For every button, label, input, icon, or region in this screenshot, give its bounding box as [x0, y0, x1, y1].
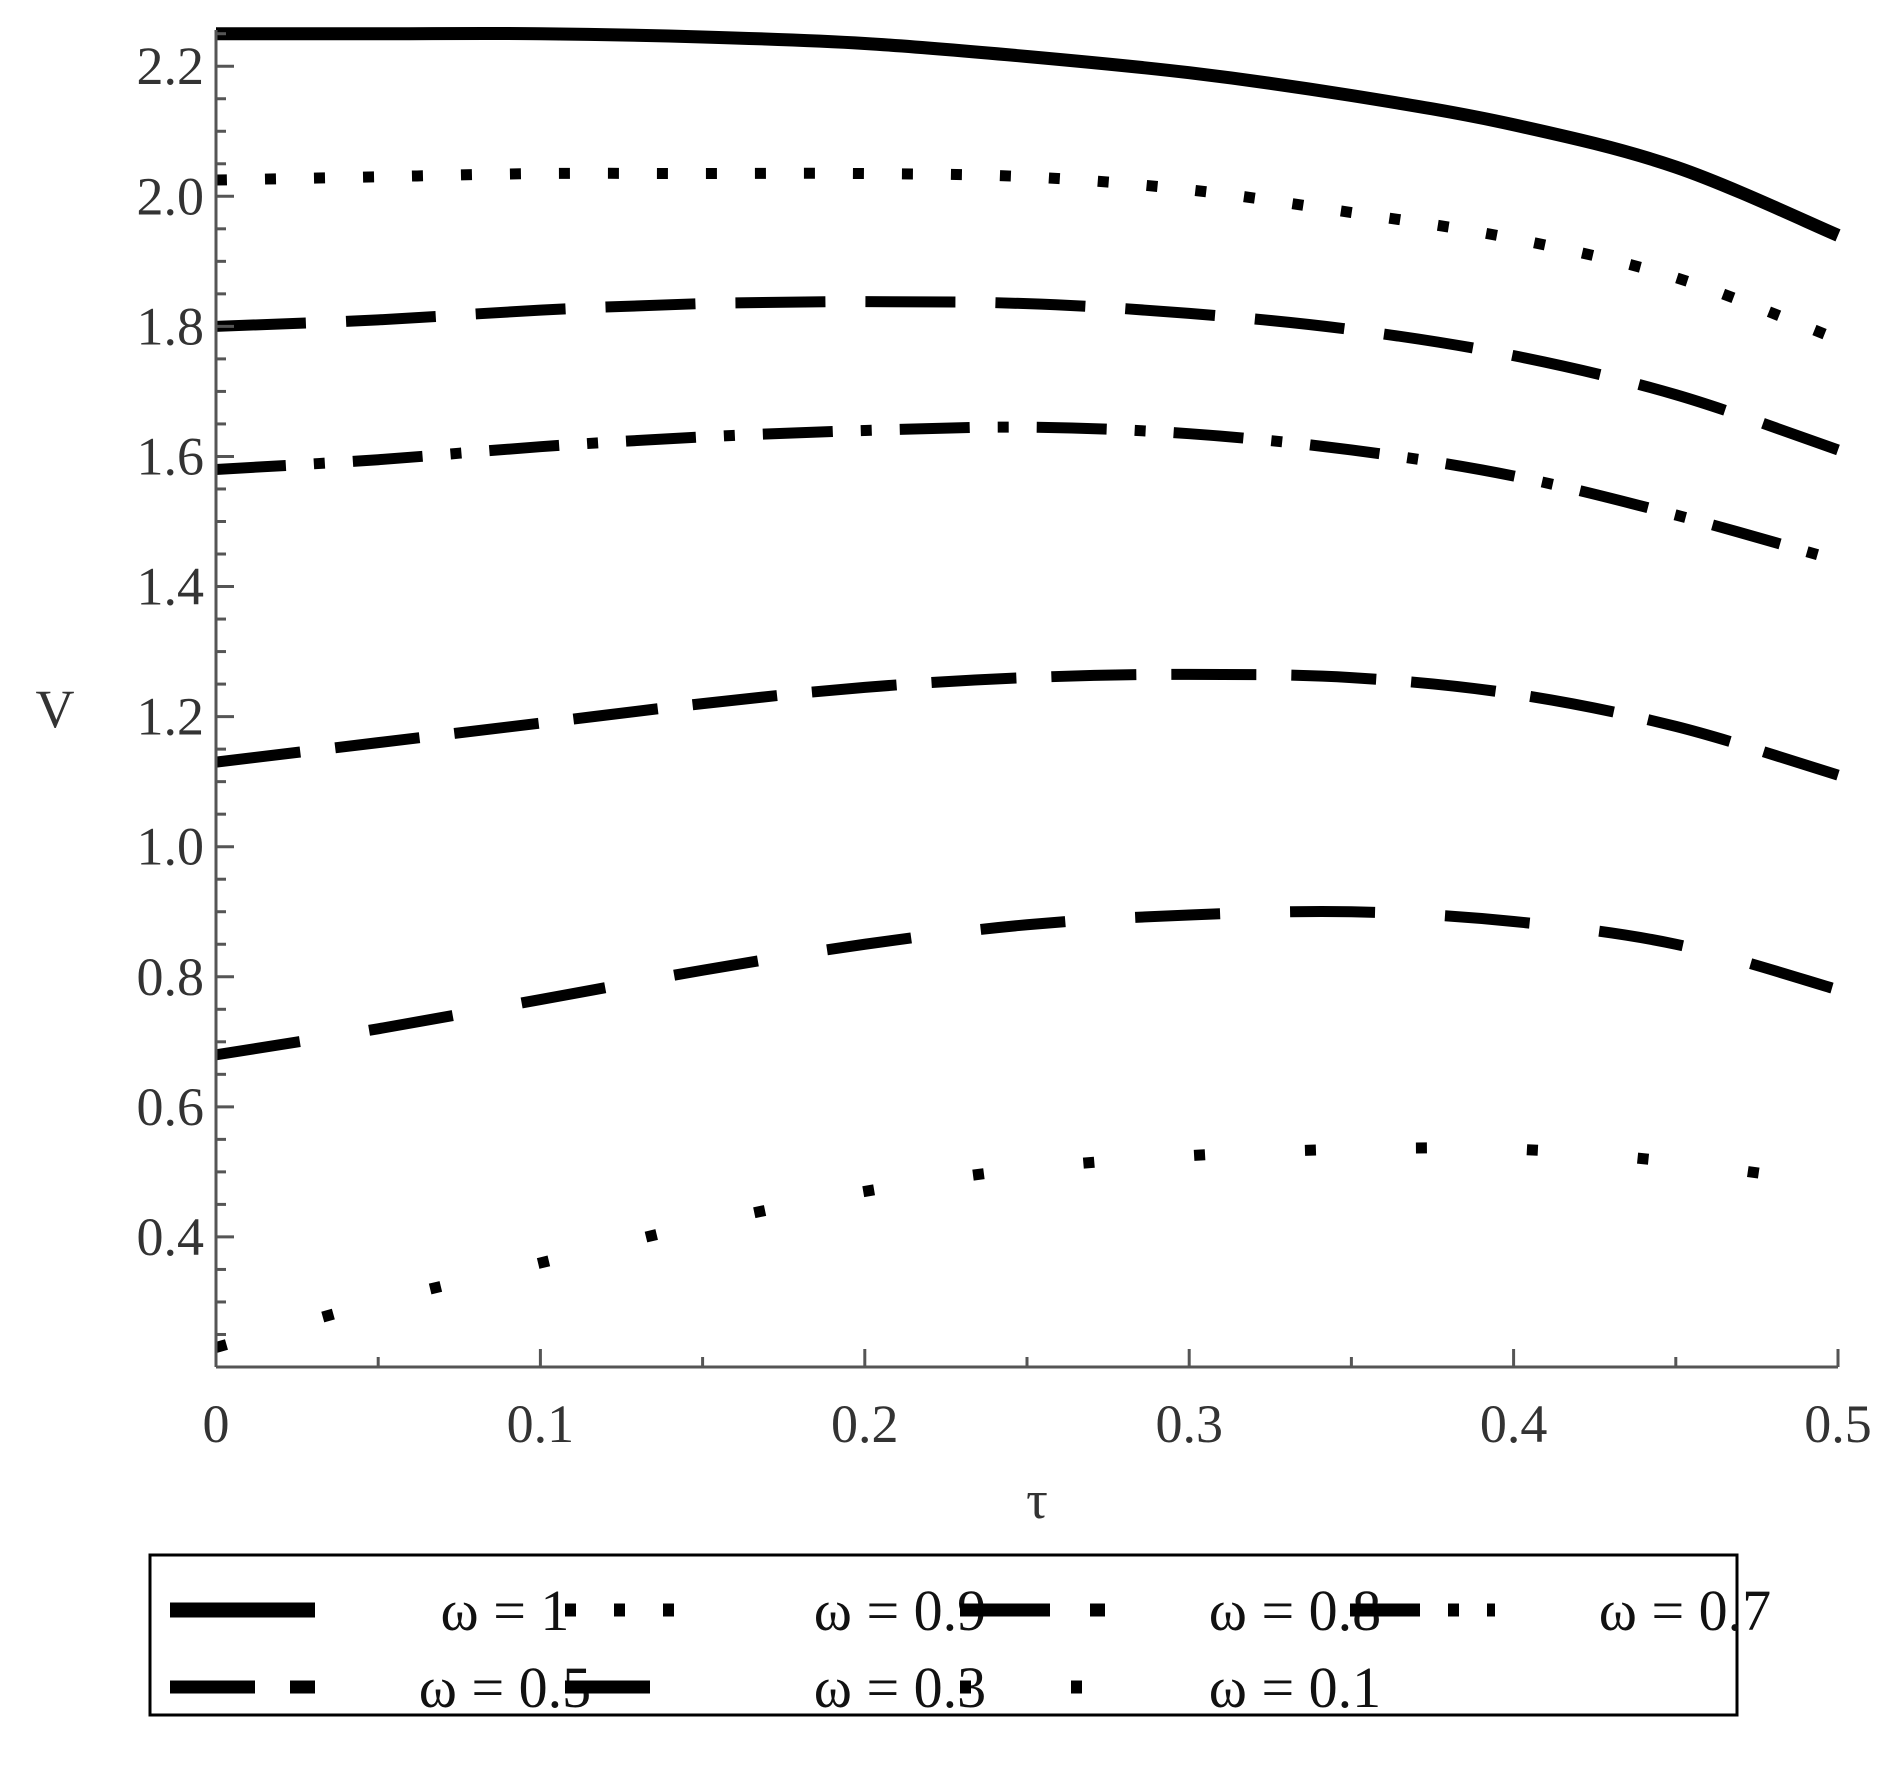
x-tick-label: 0.3 [1155, 1394, 1223, 1454]
y-tick-label: 1.2 [137, 687, 205, 747]
y-tick-label: 0.8 [137, 947, 205, 1007]
x-axis-label: τ [1026, 1470, 1048, 1530]
series-line-1 [215, 167, 1840, 345]
y-tick-label: 2.2 [137, 36, 205, 96]
plot-area [214, 26, 1841, 1353]
legend-box [148, 1553, 1739, 1717]
legend-label-6: ω = 0.1 [1209, 1655, 1381, 1720]
y-tick-label: 0.4 [137, 1207, 205, 1267]
y-tick-label: 1.0 [137, 817, 205, 877]
x-tick-label: 0.1 [507, 1394, 575, 1454]
y-axis-label: V [36, 679, 75, 739]
legend-label-3: ω = 0.7 [1599, 1578, 1771, 1643]
x-tick-label: 0.4 [1480, 1394, 1548, 1454]
series-line-6 [214, 1142, 1839, 1353]
legend-label-1: ω = 0.9 [814, 1578, 986, 1643]
series-line-0 [216, 26, 1841, 242]
x-tick-label: 0.5 [1804, 1394, 1872, 1454]
series-line-2 [215, 296, 1840, 456]
legend-label-5: ω = 0.3 [814, 1655, 986, 1720]
y-tick-label: 1.8 [137, 296, 205, 356]
legend-label-0: ω = 1 [441, 1578, 570, 1643]
y-tick-label: 1.4 [137, 557, 205, 617]
series-line-3 [215, 421, 1840, 566]
y-tick-label: 2.0 [137, 166, 205, 226]
legend-label-4: ω = 0.5 [419, 1655, 591, 1720]
y-tick-label: 0.6 [137, 1077, 205, 1137]
y-tick-label: 1.6 [137, 426, 205, 486]
x-tick-label: 0.2 [831, 1394, 899, 1454]
axes: τ V 0 0.1 0.2 0.3 0.4 0.5 0.4 0.6 0.8 1.0 1.2 1.4 1.… [36, 30, 1872, 1530]
x-tick-label: 0 [203, 1394, 230, 1454]
series-line-4 [215, 668, 1840, 781]
series-line-5 [215, 905, 1840, 1061]
